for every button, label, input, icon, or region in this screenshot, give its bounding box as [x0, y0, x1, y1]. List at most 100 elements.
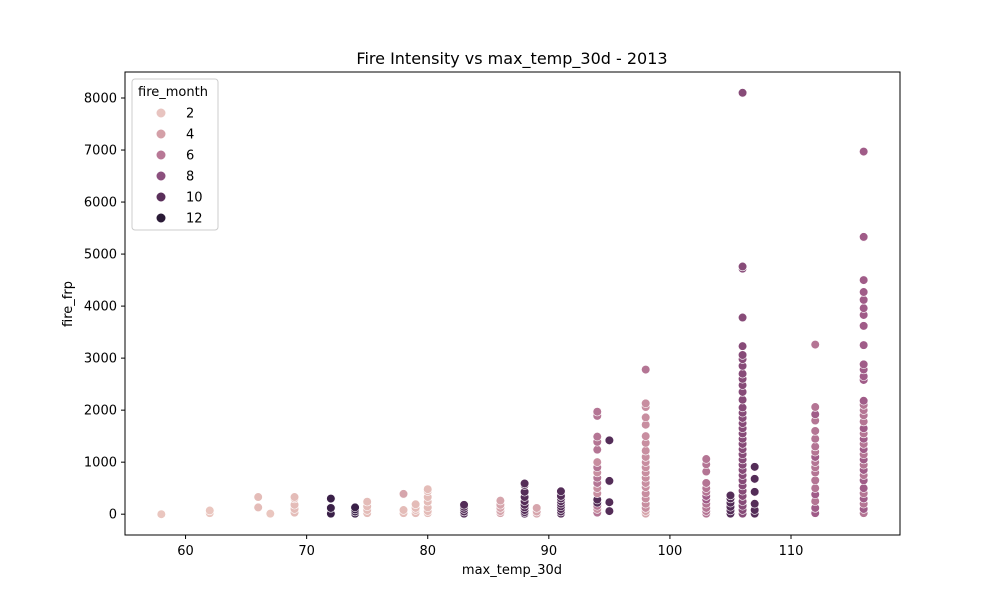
data-point — [701, 478, 711, 488]
data-point — [592, 445, 602, 455]
legend-label: 10 — [186, 191, 203, 206]
data-point — [641, 446, 651, 456]
data-point — [326, 503, 336, 513]
data-point — [859, 232, 869, 242]
data-point — [859, 287, 869, 297]
data-point — [604, 506, 614, 516]
data-point — [350, 502, 360, 513]
legend-label: 8 — [186, 170, 194, 185]
y-tick-label: 0 — [109, 508, 117, 523]
data-point — [737, 350, 748, 360]
data-point — [737, 395, 748, 405]
data-point — [253, 492, 263, 502]
data-point — [737, 341, 748, 351]
data-point — [859, 483, 869, 493]
x-axis-title: max_temp_30d — [462, 563, 562, 578]
data-point — [859, 295, 869, 305]
data-point — [520, 478, 530, 489]
y-tick-label: 7000 — [84, 144, 117, 159]
data-point — [398, 505, 409, 515]
data-point — [750, 474, 760, 484]
data-point — [205, 505, 215, 516]
data-point — [810, 426, 820, 436]
data-point — [859, 303, 869, 313]
data-point — [592, 432, 602, 442]
y-tick-label: 3000 — [84, 352, 117, 367]
data-point — [495, 496, 505, 506]
plot-frame — [124, 71, 901, 536]
data-point — [859, 275, 869, 285]
data-point — [641, 364, 651, 375]
data-point — [810, 340, 820, 350]
legend-marker — [155, 149, 167, 161]
y-tick-label: 6000 — [84, 196, 117, 211]
legend-label: 2 — [186, 107, 194, 122]
data-point — [156, 509, 166, 519]
y-tick-label: 1000 — [84, 456, 117, 471]
data-point — [532, 503, 542, 513]
data-point — [737, 88, 748, 98]
x-tick-label: 60 — [177, 544, 194, 559]
data-point — [362, 497, 372, 507]
data-point — [398, 489, 409, 499]
data-point — [641, 398, 651, 408]
data-point — [253, 502, 263, 513]
x-tick-label: 90 — [541, 544, 558, 559]
legend-entries: 2 4 6 8 10 12 — [155, 107, 203, 227]
y-tick-label: 8000 — [84, 92, 117, 107]
data-point — [423, 484, 433, 494]
data-point — [810, 475, 820, 485]
x-tick-label: 110 — [779, 544, 804, 559]
y-axis: 0 1000 2000 3000 4000 5000 6000 7000 8000 — [84, 92, 125, 523]
legend-title: fire_month — [138, 85, 208, 100]
data-point — [592, 407, 602, 417]
data-point — [604, 435, 614, 445]
data-point — [810, 483, 820, 493]
legend: fire_month 2 4 6 8 10 12 — [131, 78, 219, 231]
x-tick-label: 100 — [658, 544, 683, 559]
data-point — [750, 499, 760, 509]
data-point — [725, 490, 736, 501]
data-point — [411, 499, 421, 509]
y-tick-label: 2000 — [84, 404, 117, 419]
data-points — [156, 88, 869, 519]
data-point — [265, 509, 275, 519]
data-point — [810, 434, 820, 444]
data-point — [556, 486, 566, 496]
data-point — [701, 454, 711, 464]
legend-box — [131, 78, 219, 231]
data-point — [859, 396, 869, 406]
y-axis-title: fire_frp — [61, 281, 76, 327]
y-tick-label: 4000 — [84, 300, 117, 315]
data-point — [326, 493, 336, 504]
legend-marker — [155, 191, 167, 203]
data-point — [750, 462, 760, 472]
x-axis: 60 70 80 90 100 110 — [177, 535, 803, 559]
data-point — [810, 402, 820, 412]
data-point — [641, 412, 651, 423]
data-point — [592, 457, 602, 467]
y-tick-label: 5000 — [84, 248, 117, 263]
chart-title: Fire Intensity vs max_temp_30d - 2013 — [356, 49, 667, 69]
data-point — [737, 312, 748, 323]
x-tick-label: 70 — [298, 544, 315, 559]
x-tick-label: 80 — [419, 544, 436, 559]
legend-marker — [155, 107, 167, 119]
legend-label: 4 — [186, 128, 194, 143]
data-point — [810, 441, 820, 452]
data-point — [859, 340, 869, 350]
data-point — [737, 402, 748, 413]
legend-marker — [155, 128, 167, 140]
data-point — [604, 476, 614, 486]
data-point — [289, 492, 300, 502]
data-point — [859, 146, 869, 157]
data-point — [604, 497, 614, 507]
data-point — [641, 431, 651, 441]
data-point — [750, 487, 760, 497]
legend-label: 12 — [186, 212, 203, 227]
legend-label: 6 — [186, 149, 194, 164]
data-point — [459, 500, 469, 510]
data-point — [859, 321, 869, 331]
legend-marker — [155, 170, 167, 182]
